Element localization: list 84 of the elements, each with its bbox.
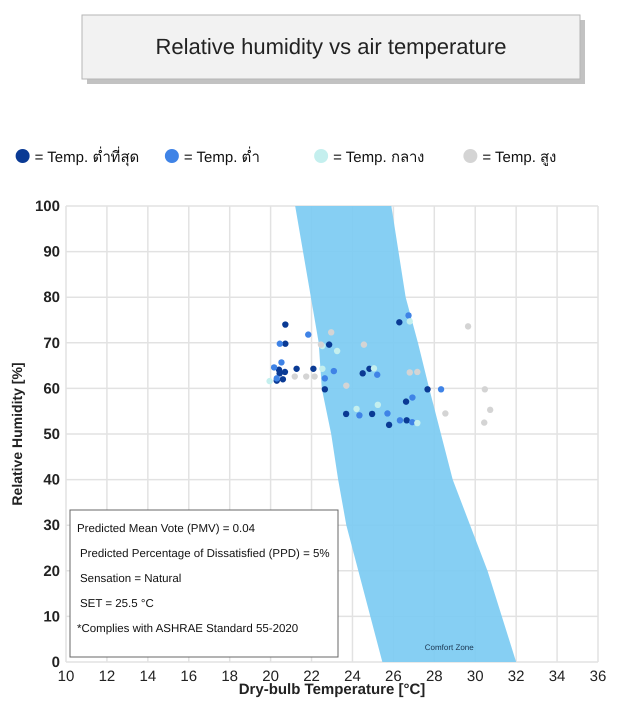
point (276, 340, 284, 347)
point (414, 420, 421, 426)
point (270, 364, 278, 371)
point (486, 406, 494, 414)
point (374, 372, 380, 378)
point (305, 331, 312, 338)
point (322, 375, 328, 382)
y-tick-label: 60 (43, 380, 60, 398)
annotation: Predicted Percentage of Dissatisfied (PPD) = 5% (80, 548, 330, 560)
point (328, 329, 334, 336)
point (311, 373, 318, 380)
x-tick-label: 28 (426, 668, 443, 685)
y-axis-title: Relative Humidity [%] (9, 362, 25, 506)
point (481, 419, 488, 426)
point (396, 417, 404, 424)
point (482, 386, 488, 393)
point (403, 417, 410, 424)
annotation: Sensation = Natural (80, 573, 182, 585)
point (326, 341, 332, 348)
point (343, 382, 350, 389)
point (266, 378, 273, 384)
point (386, 422, 392, 428)
y-tick-label: 70 (43, 334, 60, 352)
y-tick-label: 10 (43, 608, 60, 626)
legend-label: = Temp. กลาง (333, 149, 424, 166)
y-tick-label: 90 (43, 244, 60, 261)
point (405, 312, 412, 319)
point (282, 321, 289, 328)
point (406, 318, 413, 325)
point (409, 394, 416, 401)
point (334, 348, 340, 354)
x-tick-label: 18 (221, 668, 238, 685)
x-tick-label: 32 (508, 668, 524, 685)
annotation: SET = 25.5 °C (80, 598, 154, 610)
point (342, 410, 350, 418)
legend-label: = Temp. ต่ำที่สุด (34, 146, 140, 167)
x-tick-label: 30 (466, 668, 484, 685)
y-tick-label: 30 (43, 517, 60, 534)
point (406, 369, 413, 376)
point (442, 410, 449, 417)
point (356, 412, 363, 419)
x-tick-label: 14 (140, 668, 156, 685)
point (330, 368, 338, 374)
point (282, 340, 289, 347)
x-tick-label: 34 (548, 668, 566, 685)
point (359, 370, 366, 377)
x-tick-label: 16 (180, 668, 198, 685)
point (353, 406, 360, 412)
point (374, 402, 382, 408)
point (293, 366, 300, 372)
x-tick-label: 12 (98, 668, 116, 685)
series-label: Comfort Zone (424, 643, 474, 652)
point (319, 366, 326, 372)
point (402, 398, 410, 405)
point (424, 386, 431, 393)
point (368, 410, 376, 418)
y-tick-label: 80 (43, 289, 60, 306)
annotation: Predicted Mean Vote (PMV) = 0.04 (77, 523, 256, 535)
legend-label: = Temp. สูง (482, 149, 556, 166)
point (384, 410, 391, 417)
chart-title: Relative humidity vs air temperature (156, 34, 506, 59)
x-tick-label: 36 (590, 668, 606, 685)
point (276, 366, 282, 373)
y-tick-label: 0 (52, 654, 60, 671)
legend-label: = Temp. ต่ำ (184, 146, 260, 166)
y-tick-label: 100 (34, 198, 60, 215)
point (322, 386, 328, 393)
point (310, 366, 317, 372)
point (280, 376, 286, 382)
point (292, 373, 298, 380)
y-tick-label: 20 (43, 562, 60, 580)
y-tick-label: 40 (43, 472, 60, 489)
point (414, 368, 421, 376)
x-tick-label: 10 (58, 668, 74, 685)
point (278, 359, 285, 366)
point (438, 386, 444, 393)
annotation: *Complies with ASHRAE Standard 55-2020 (77, 623, 298, 635)
point (282, 368, 288, 376)
point (396, 319, 403, 326)
point (464, 323, 472, 330)
point (370, 365, 378, 372)
point (303, 373, 310, 380)
point (360, 341, 368, 348)
y-tick-label: 50 (43, 426, 60, 443)
